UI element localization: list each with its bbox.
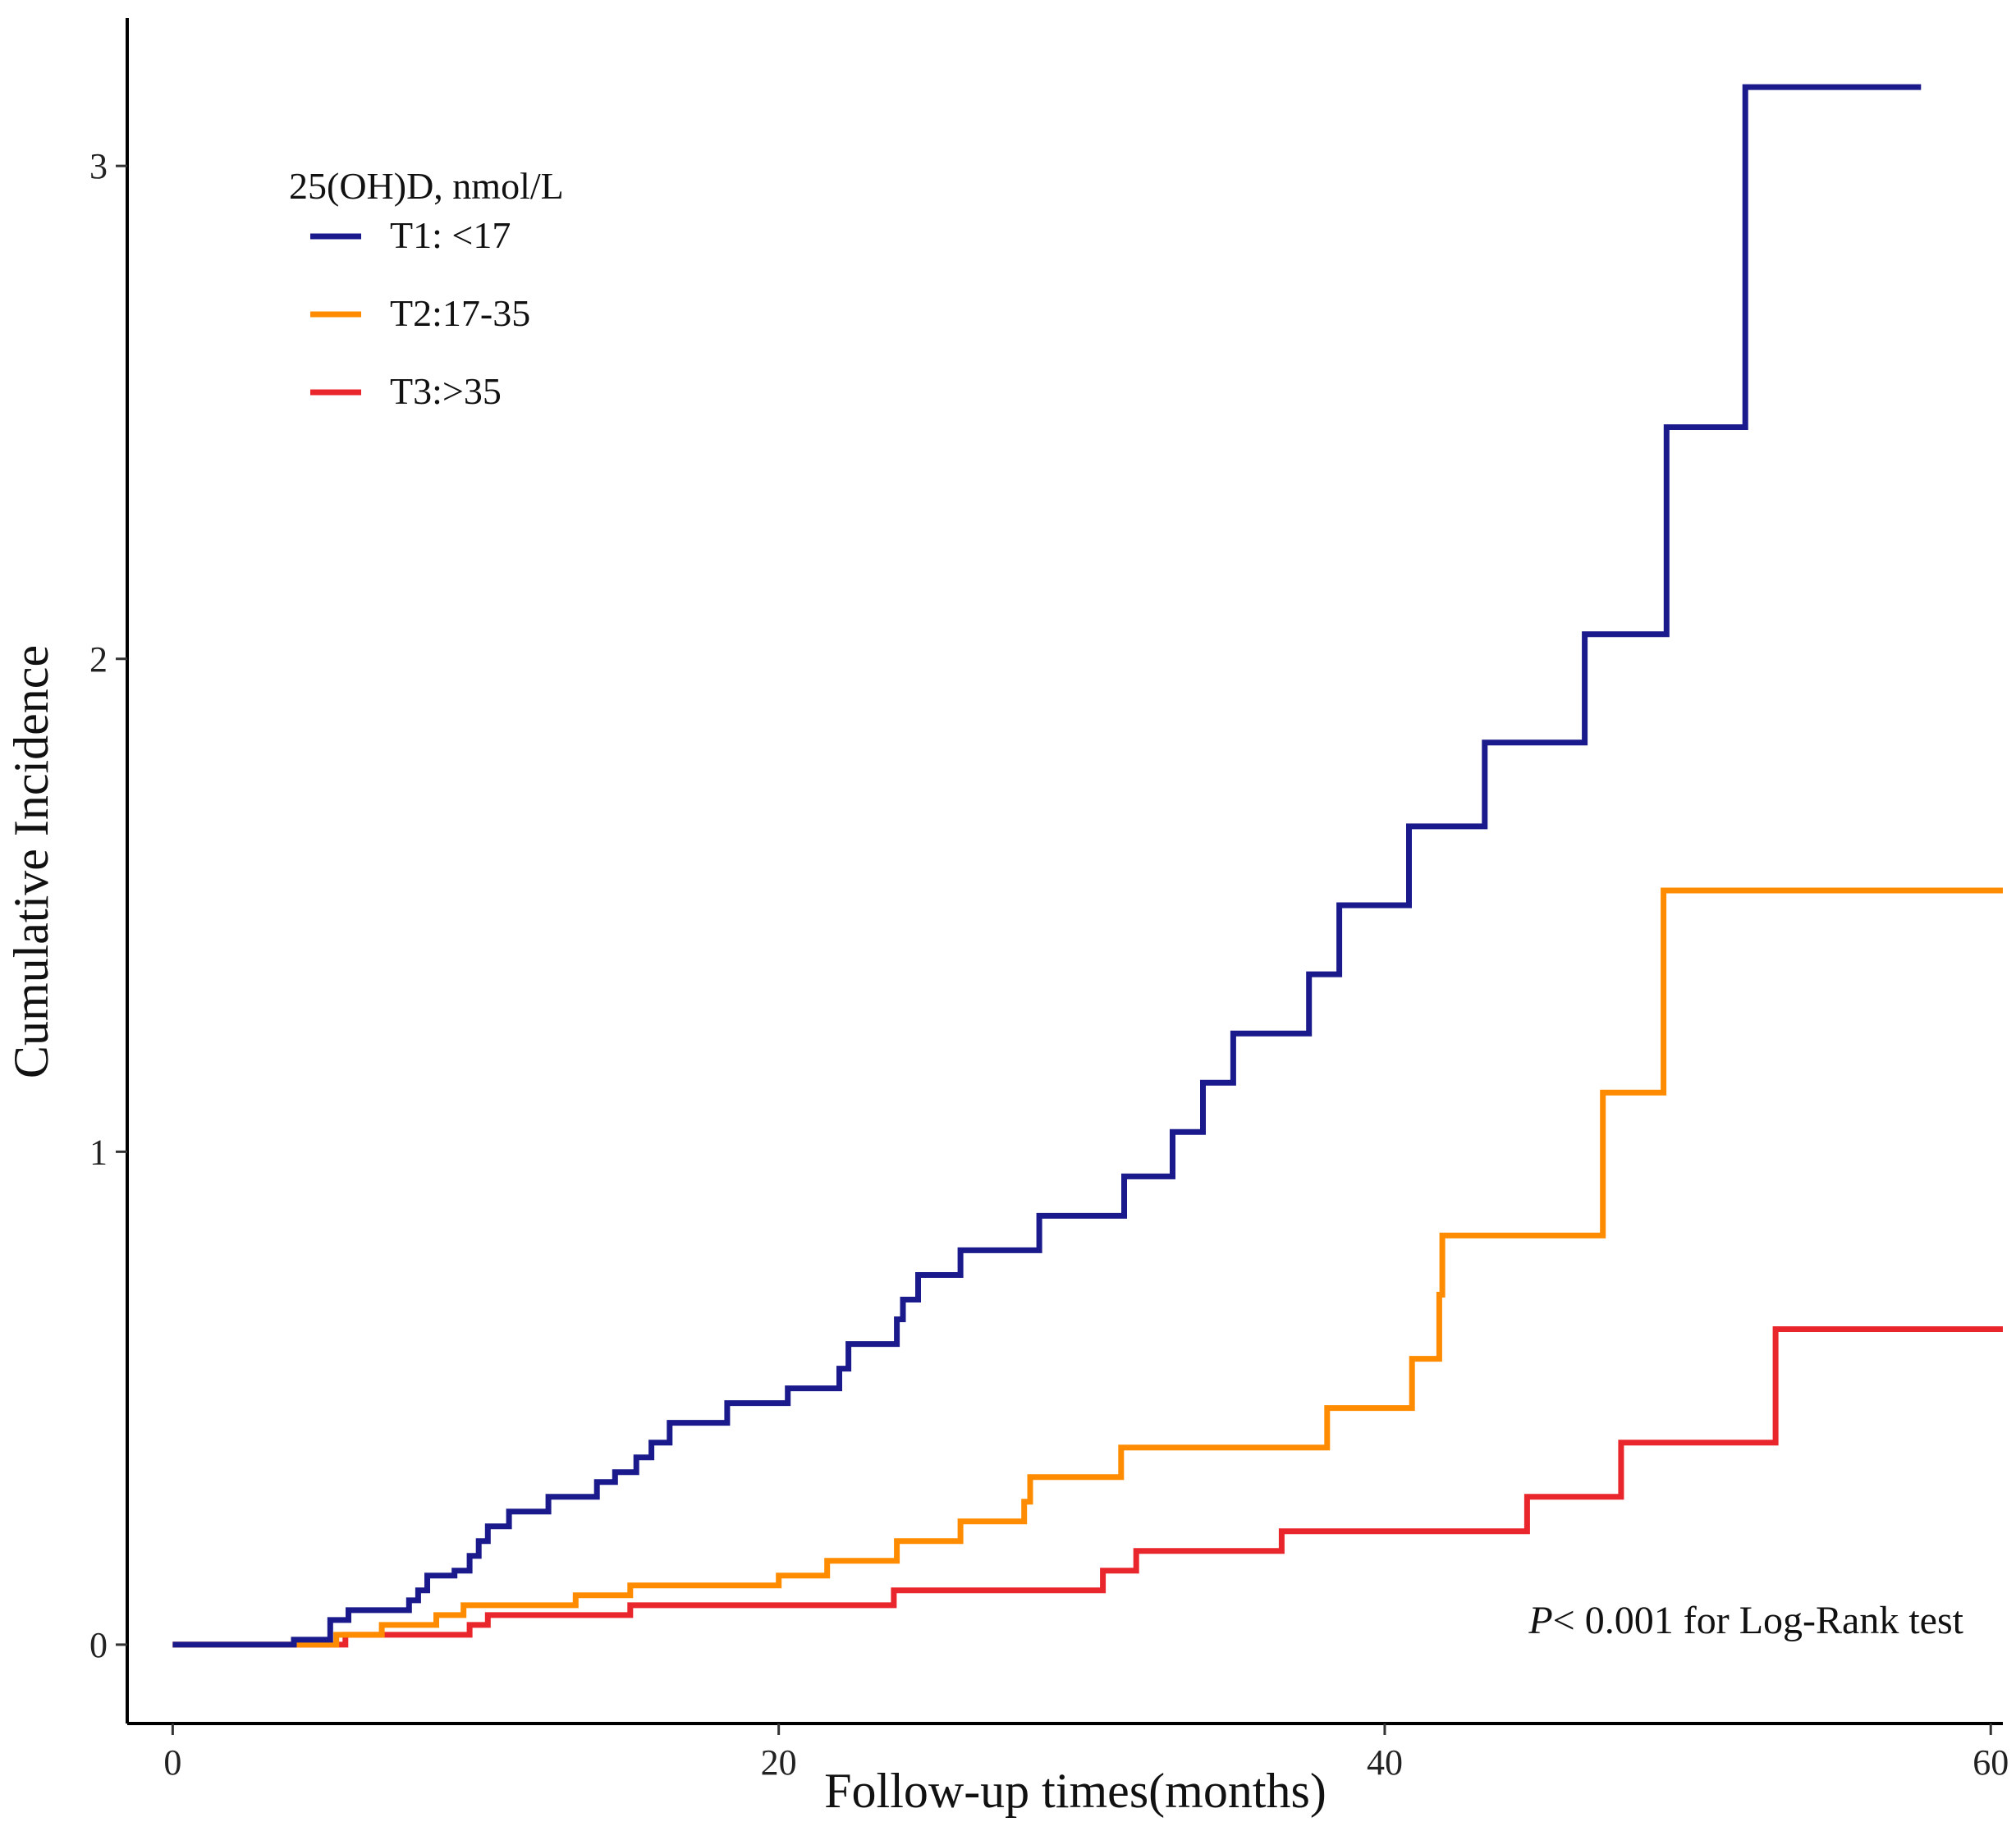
legend: 25(OH)D, nmol/L T1: <17 T2:17-35 T3:>35 xyxy=(289,165,564,412)
x-tick-label: 40 xyxy=(1367,1742,1403,1783)
y-tick-label: 1 xyxy=(89,1132,108,1172)
p-symbol: P xyxy=(1528,1599,1552,1642)
series-line-t3 xyxy=(172,1326,2003,1648)
x-tick-label: 0 xyxy=(163,1742,181,1783)
y-tick-label: 2 xyxy=(89,639,108,680)
series-layer xyxy=(172,84,2003,1648)
p-value-text: < 0.001 for Log-Rank test xyxy=(1553,1599,1964,1642)
legend-label-t1: T1: <17 xyxy=(390,214,511,256)
y-tick-label: 0 xyxy=(89,1625,108,1665)
axes xyxy=(126,18,2003,1725)
y-axis-title: Cumulative Incidence xyxy=(4,645,58,1078)
x-tick-label: 20 xyxy=(761,1742,797,1783)
legend-label-t2: T2:17-35 xyxy=(390,292,530,334)
y-tick-label: 3 xyxy=(89,146,108,186)
legend-label-t3: T3:>35 xyxy=(390,370,502,412)
legend-items: T1: <17 T2:17-35 T3:>35 xyxy=(310,214,530,412)
legend-title: 25(OH)D, nmol/L xyxy=(289,165,564,207)
log-rank-annotation: P< 0.001 for Log-Rank test xyxy=(1528,1599,1963,1642)
x-axis-title: Follow-up times(months) xyxy=(824,1764,1326,1818)
tick-layer: 0 20 40 60 0 1 2 3 xyxy=(89,146,2009,1783)
x-tick-label: 60 xyxy=(1972,1742,2009,1783)
series-line-t2 xyxy=(172,887,2003,1648)
series-line-t1 xyxy=(172,84,1922,1648)
